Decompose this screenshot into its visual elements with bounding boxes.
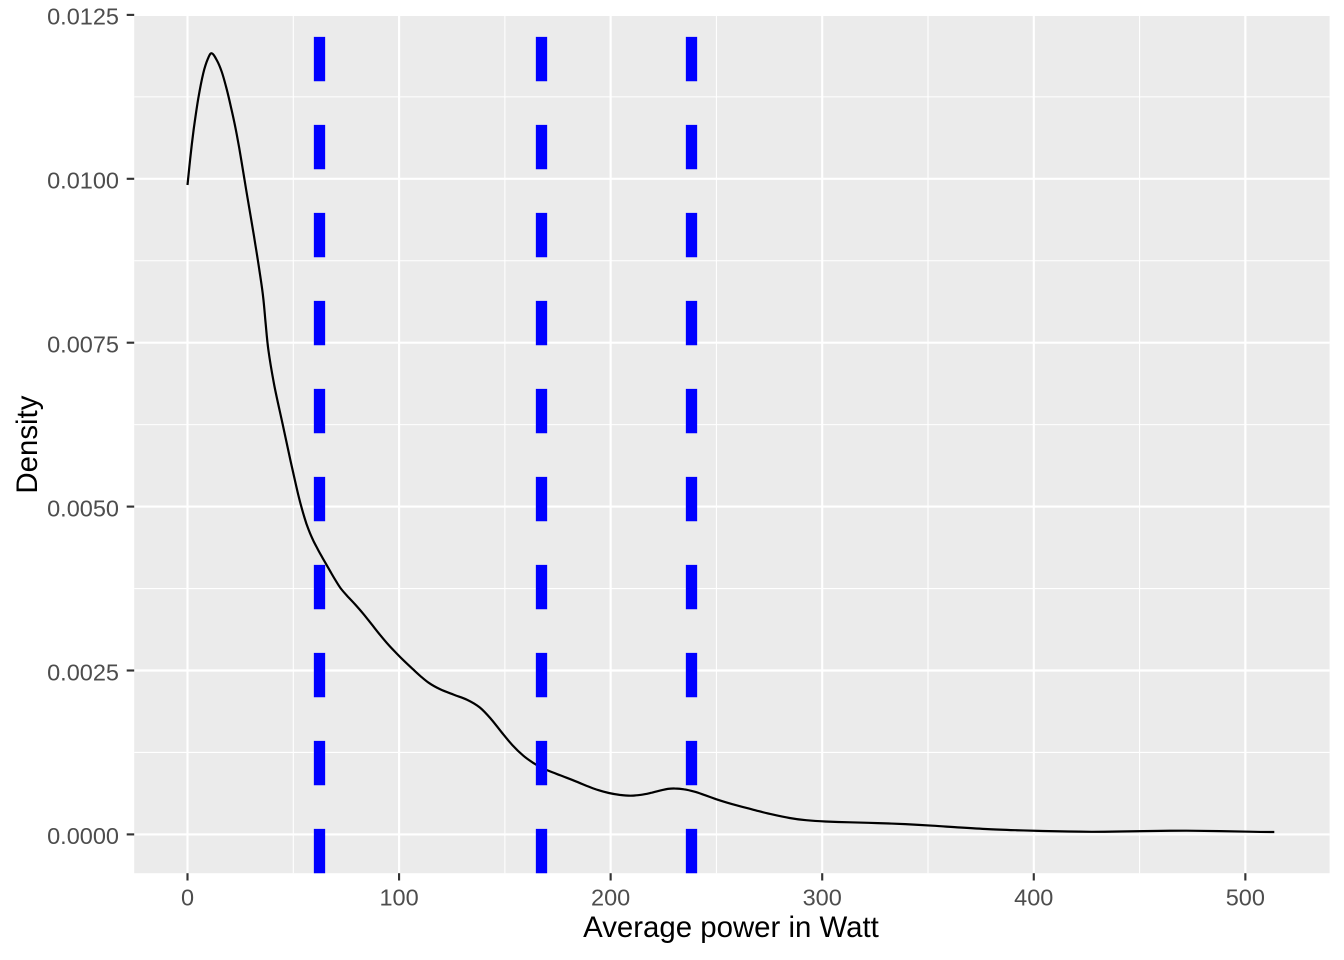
svg-text:400: 400 <box>1014 885 1053 911</box>
svg-text:Average power in Watt: Average power in Watt <box>583 911 879 944</box>
svg-text:0.0075: 0.0075 <box>47 332 119 358</box>
svg-text:0: 0 <box>181 885 194 911</box>
svg-text:100: 100 <box>379 885 418 911</box>
svg-text:300: 300 <box>803 885 842 911</box>
svg-text:0.0125: 0.0125 <box>47 4 119 30</box>
svg-text:0.0000: 0.0000 <box>47 823 119 849</box>
svg-text:200: 200 <box>591 885 630 911</box>
svg-text:0.0100: 0.0100 <box>47 168 119 194</box>
svg-text:0.0025: 0.0025 <box>47 659 119 685</box>
svg-text:Density: Density <box>11 395 44 493</box>
svg-text:0.0050: 0.0050 <box>47 495 119 521</box>
svg-text:500: 500 <box>1226 885 1265 911</box>
